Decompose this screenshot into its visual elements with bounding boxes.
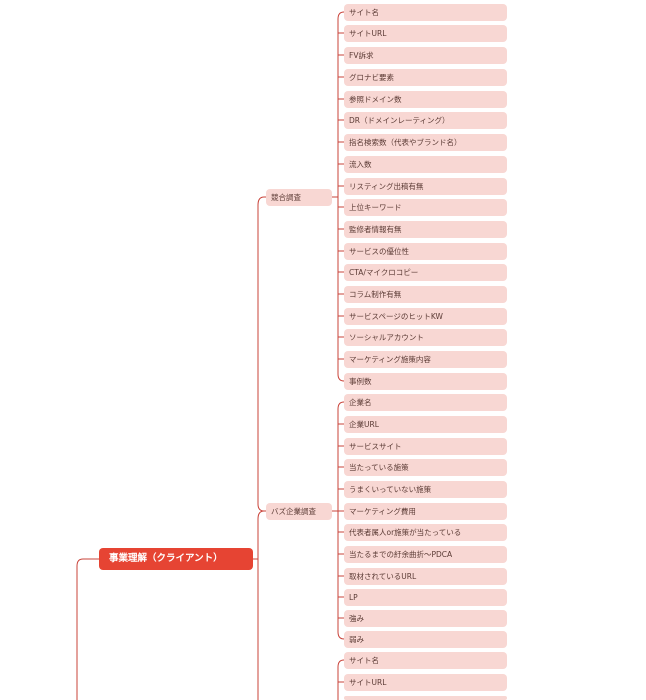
third-item-site-url[interactable]: サイトURL <box>344 674 507 691</box>
buzz-item-interview-urls[interactable]: 取材されているURL <box>344 568 507 585</box>
competitive-item-marketing-measures[interactable]: マーケティング施策内容 <box>344 351 507 368</box>
buzz-item-company-url[interactable]: 企業URL <box>344 416 507 433</box>
competitive-item-site-url[interactable]: サイトURL <box>344 25 507 42</box>
third-bracket <box>337 659 345 700</box>
root-node[interactable]: 事業理解（クライアント） <box>99 548 253 570</box>
competitive-item-site-name[interactable]: サイト名 <box>344 4 507 21</box>
buzz-item-ceo-or-measures[interactable]: 代表者属人or施策が当たっている <box>344 524 507 541</box>
competitive-item-column-production[interactable]: コラム制作有無 <box>344 286 507 303</box>
main-spine <box>257 196 266 700</box>
buzz-item-company-name[interactable]: 企業名 <box>344 394 507 411</box>
buzz-item-lp[interactable]: LP <box>344 589 507 606</box>
competitive-item-cta-microcopy[interactable]: CTA/マイクロコピー <box>344 264 507 281</box>
competitive-item-service-page-kw[interactable]: サービスページのヒットKW <box>344 308 507 325</box>
competitive-item-branded-searches[interactable]: 指名検索数（代表やブランド名） <box>344 134 507 151</box>
buzz-item-service-site[interactable]: サービスサイト <box>344 438 507 455</box>
competitive-item-referring-domains[interactable]: 参照ドメイン数 <box>344 91 507 108</box>
root-trunk-connector <box>76 558 99 700</box>
competitive-item-supervisor-info[interactable]: 監修者情報有無 <box>344 221 507 238</box>
buzz-item-strengths[interactable]: 強み <box>344 610 507 627</box>
buzz-item-marketing-cost[interactable]: マーケティング費用 <box>344 503 507 520</box>
competitive-bracket <box>332 11 345 382</box>
competitive-item-domain-rating[interactable]: DR（ドメインレーティング） <box>344 112 507 129</box>
buzz-ticks <box>338 423 344 619</box>
buzz-item-successful-measures[interactable]: 当たっている施策 <box>344 459 507 476</box>
competitive-item-top-keywords[interactable]: 上位キーワード <box>344 199 507 216</box>
third-item-site-name[interactable]: サイト名 <box>344 652 507 669</box>
competitive-item-case-count[interactable]: 事例数 <box>344 373 507 390</box>
competitive-ticks <box>338 32 344 360</box>
buzz-item-failing-measures[interactable]: うまくいっていない施策 <box>344 481 507 498</box>
buzz-item-pdca-journey[interactable]: 当たるまでの紆余曲折〜PDCA <box>344 546 507 563</box>
competitive-item-global-nav[interactable]: グロナビ要素 <box>344 69 507 86</box>
buzz-item-weaknesses[interactable]: 弱み <box>344 631 507 648</box>
competitive-item-social-accounts[interactable]: ソーシャルアカウント <box>344 329 507 346</box>
competitive-item-traffic[interactable]: 流入数 <box>344 156 507 173</box>
branch-buzz-company-research[interactable]: バズ企業調査 <box>266 503 332 520</box>
branch-competitive-research[interactable]: 競合調査 <box>266 189 332 206</box>
competitive-item-service-advantage[interactable]: サービスの優位性 <box>344 243 507 260</box>
competitive-item-fv-appeal[interactable]: FV訴求 <box>344 47 507 64</box>
buzz-bracket <box>332 401 345 640</box>
third-item-cutoff[interactable] <box>344 696 507 700</box>
competitive-item-listing-ads[interactable]: リスティング出稿有無 <box>344 178 507 195</box>
